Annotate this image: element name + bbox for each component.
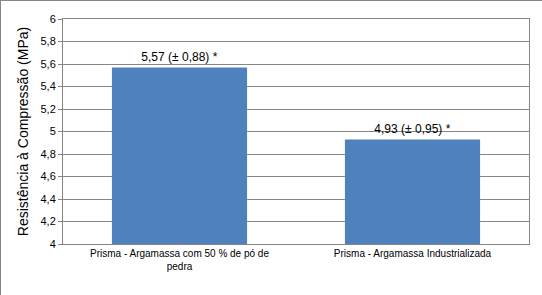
svg-text:4,6: 4,6 [41,170,56,182]
svg-text:Prisma - Argamassa Industriali: Prisma - Argamassa Industrializada [334,248,492,259]
svg-text:5,57 (± 0,88) *: 5,57 (± 0,88) * [141,50,217,64]
svg-text:5: 5 [50,125,56,137]
svg-text:4,4: 4,4 [41,193,56,205]
svg-text:4,93 (± 0,95) *: 4,93 (± 0,95) * [374,122,450,136]
svg-text:4,8: 4,8 [41,148,56,160]
svg-text:5,8: 5,8 [41,35,56,47]
svg-text:5,6: 5,6 [41,58,56,70]
svg-text:4,2: 4,2 [41,215,56,227]
svg-text:Resistência à Compressão (MPa): Resistência à Compressão (MPa) [15,27,31,236]
svg-text:5,2: 5,2 [41,103,56,115]
svg-text:Prisma - Argamassa com 50 % de: Prisma - Argamassa com 50 % de pó depedr… [90,248,269,272]
svg-text:6: 6 [50,13,56,25]
svg-text:5,4: 5,4 [41,80,56,92]
svg-text:4: 4 [50,238,56,250]
